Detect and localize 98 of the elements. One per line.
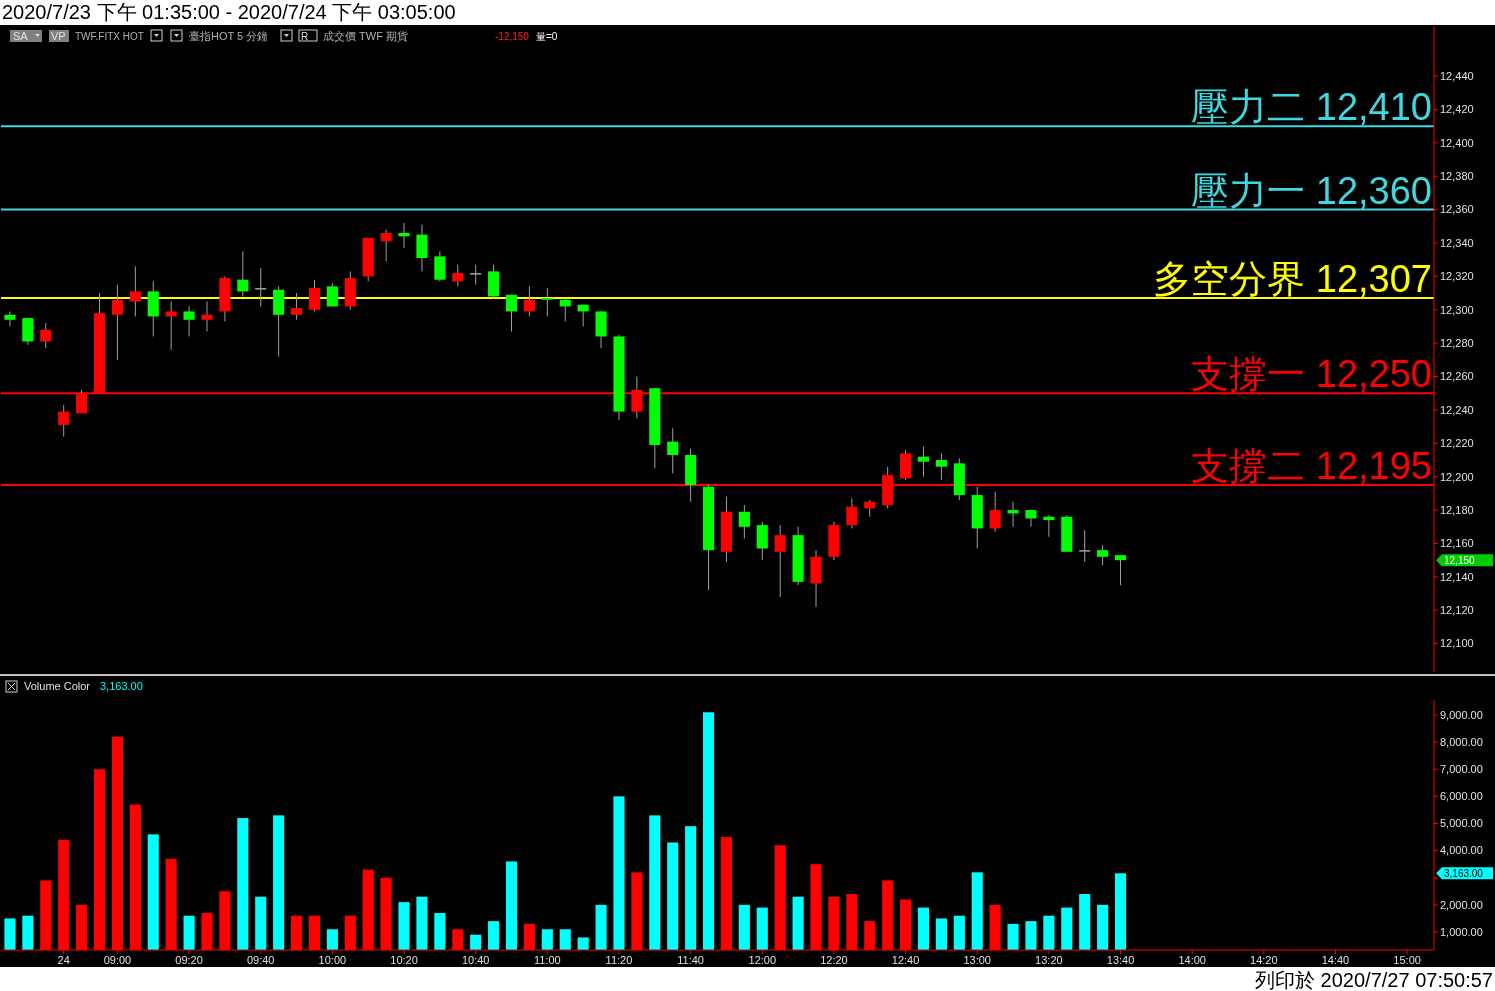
candlestick — [541, 287, 553, 317]
candlestick — [183, 305, 195, 337]
x-tick-label: 11:00 — [533, 954, 561, 966]
annotation: R — [301, 31, 309, 42]
x-tick-label: 12:00 — [748, 954, 777, 966]
candlestick — [237, 250, 249, 297]
x-tick-label: 24 — [57, 954, 70, 966]
ref-line-label: 多空分界 12,307 — [1153, 258, 1432, 301]
x-tick-label: 13:40 — [1106, 954, 1135, 966]
candlestick — [22, 317, 34, 346]
x-tick-label: 15:00 — [1393, 954, 1421, 966]
candlestick — [1025, 509, 1037, 528]
x-tick-label: 09:20 — [175, 954, 203, 966]
text: 12,150 — [1444, 554, 1476, 566]
text: 列印於 2020/7/27 07:50:57 — [1255, 969, 1493, 991]
candlestick — [470, 264, 482, 286]
y-tick-label: 7,000.00 — [1440, 763, 1483, 776]
y-tick-label: 5,000.00 — [1440, 817, 1483, 830]
x-tick-label: 14:00 — [1178, 954, 1206, 966]
y-tick-label: 12,420 — [1440, 103, 1474, 116]
candlestick — [129, 265, 141, 317]
annotation: 成交價 TWF 期貨 — [323, 30, 408, 42]
y-tick-label: 12,140 — [1440, 570, 1474, 583]
candlestick — [165, 300, 177, 351]
candlestick — [40, 322, 52, 349]
annotation: 臺指HOT 5 分鐘 — [189, 30, 269, 42]
text: TWF.FITX HOT — [75, 31, 144, 42]
candlestick — [667, 427, 679, 474]
y-tick-label: 12,180 — [1440, 503, 1474, 516]
y-tick-label: 12,300 — [1440, 303, 1474, 316]
x-tick-label: 12:40 — [891, 954, 920, 966]
x-tick-label: 09:40 — [246, 954, 275, 966]
x-tick-label: 10:40 — [461, 954, 490, 966]
candlestick — [398, 222, 410, 249]
candlestick — [738, 504, 750, 539]
annotation: -12,150 — [495, 31, 530, 42]
candlestick — [505, 294, 518, 332]
candlestick — [434, 250, 446, 282]
y-tick-label: 12,260 — [1440, 370, 1474, 383]
y-tick-label: 1,000.00 — [1440, 925, 1483, 938]
candlestick — [917, 446, 930, 478]
candlestick — [756, 521, 768, 561]
x-tick-label: 13:20 — [1035, 954, 1063, 966]
ref-line-label: 支撐二 12,195 — [1191, 445, 1432, 488]
candlestick — [308, 279, 321, 312]
x-tick-label: 10:00 — [318, 954, 347, 966]
y-tick-label: 12,320 — [1440, 270, 1474, 283]
y-tick-label: 12,200 — [1440, 470, 1474, 483]
y-tick-label: 12,340 — [1440, 236, 1474, 249]
y-tick-label: 12,440 — [1440, 69, 1474, 82]
candlestick — [1079, 529, 1091, 563]
chart-title: Volume Color — [24, 680, 91, 692]
x-tick-label: 11:40 — [677, 954, 704, 966]
ref-line-label: 支撐一 12,250 — [1191, 353, 1432, 396]
y-tick-label: 12,280 — [1440, 337, 1474, 350]
y-tick-label: 12,240 — [1440, 403, 1474, 416]
candlestick — [380, 229, 392, 262]
candlestick — [4, 310, 16, 327]
x-tick-label: 11:20 — [605, 954, 633, 966]
x-tick-label: 14:20 — [1250, 954, 1278, 966]
y-tick-label: 12,220 — [1440, 437, 1474, 450]
candlestick — [111, 284, 123, 361]
annotation: SA — [13, 30, 29, 42]
y-tick-label: 2,000.00 — [1440, 898, 1483, 911]
candlestick — [1114, 554, 1127, 586]
y-tick-label: 4,000.00 — [1440, 844, 1483, 857]
text: 3,163.00 — [100, 680, 143, 692]
y-tick-label: 9,000.00 — [1440, 708, 1483, 721]
y-tick-label: 12,380 — [1440, 170, 1474, 183]
chart-title: 2020/7/23 下午 01:35:00 - 2020/7/24 下午 03:05:00 — [2, 1, 456, 23]
ref-line-label: 壓力二 12,410 — [1191, 86, 1432, 129]
y-tick-label: 12,400 — [1440, 136, 1474, 149]
candlestick — [201, 300, 213, 332]
annotation: 量=0 — [536, 31, 558, 42]
x-tick-label: 13:00 — [963, 954, 991, 966]
y-tick-label: 12,160 — [1440, 537, 1474, 550]
ref-line-label: 壓力一 12,360 — [1191, 169, 1432, 212]
x-tick-label: 14:40 — [1321, 954, 1350, 966]
candlestick — [935, 452, 947, 481]
x-tick-label: 12:20 — [820, 954, 848, 966]
candlestick — [416, 224, 428, 272]
candlestick — [255, 267, 267, 307]
candlestick — [523, 285, 535, 317]
y-tick-label: 12,360 — [1440, 203, 1474, 216]
candlestick — [58, 404, 70, 438]
x-tick-label: 10:20 — [390, 954, 418, 966]
y-tick-label: 8,000.00 — [1440, 735, 1483, 748]
candlestick — [846, 497, 858, 529]
y-tick-label: 6,000.00 — [1440, 790, 1483, 803]
text: 3,163.00 — [1444, 867, 1484, 879]
candlestick — [989, 491, 1001, 533]
x-tick-label: 09:00 — [103, 954, 132, 966]
candlestick — [291, 292, 303, 321]
y-tick-label: 12,120 — [1440, 604, 1474, 617]
candlestick — [774, 524, 786, 598]
candlestick — [1097, 544, 1109, 566]
candlestick — [452, 264, 464, 287]
y-tick-label: 12,100 — [1440, 637, 1474, 650]
